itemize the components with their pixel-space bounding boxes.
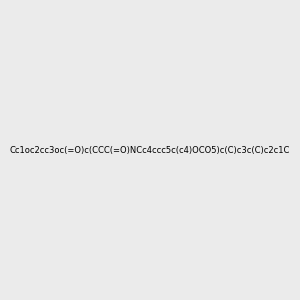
Text: Cc1oc2cc3oc(=O)c(CCC(=O)NCc4ccc5c(c4)OCO5)c(C)c3c(C)c2c1C: Cc1oc2cc3oc(=O)c(CCC(=O)NCc4ccc5c(c4)OCO… — [10, 146, 290, 154]
